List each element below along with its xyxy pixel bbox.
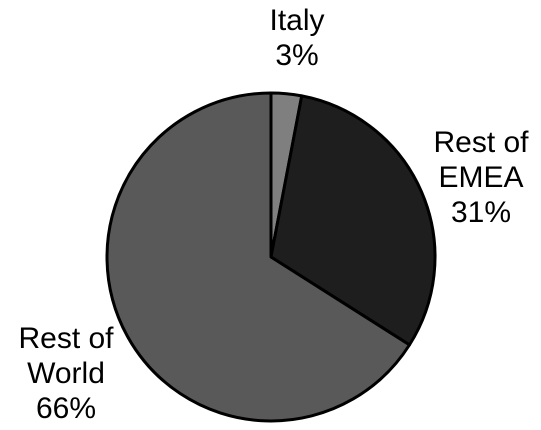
slice-name-label: Italy bbox=[269, 4, 324, 37]
slice-value-label: 31% bbox=[451, 196, 511, 229]
pie-slice-rest-of-world bbox=[105, 91, 411, 423]
slice-name-label: World bbox=[27, 357, 105, 390]
pie-slices bbox=[105, 91, 437, 423]
slice-label-italy: Italy 3% bbox=[269, 4, 324, 72]
slice-name-label: Rest of bbox=[18, 322, 114, 355]
slice-name-label: EMEA bbox=[438, 161, 523, 194]
slice-value-label: 3% bbox=[275, 39, 318, 72]
slice-label-rest-of-emea: Rest of EMEA 31% bbox=[433, 126, 529, 229]
slice-label-rest-of-world: Rest of World 66% bbox=[18, 322, 114, 425]
slice-name-label: Rest of bbox=[433, 126, 529, 159]
pie-labels: Italy 3%Rest of EMEA 31%Rest of World 66% bbox=[18, 4, 529, 425]
slice-value-label: 66% bbox=[36, 392, 96, 425]
